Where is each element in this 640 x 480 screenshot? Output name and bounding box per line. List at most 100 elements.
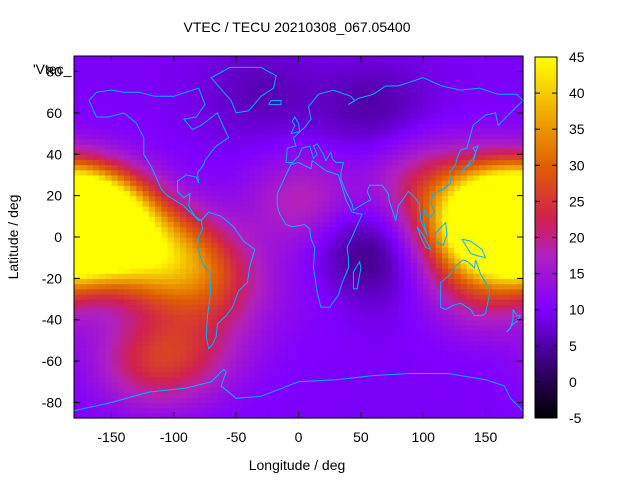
heat-cell-4692 (148, 76, 156, 83)
heat-cell-751 (267, 361, 275, 367)
heat-cell-1281 (429, 324, 437, 331)
heat-cell-4986 (186, 56, 194, 62)
heat-cell-3125 (254, 190, 262, 197)
heat-cell-2880 (74, 205, 81, 212)
heat-cell-2015 (516, 273, 524, 279)
heat-cell-1956 (148, 273, 156, 279)
heat-cell-1528 (173, 304, 181, 310)
heat-cell-4805 (404, 71, 412, 78)
heat-cell-4387 (491, 102, 499, 109)
heat-cell-865 (80, 350, 88, 357)
heat-cell-4698 (186, 76, 194, 83)
heat-cell-1989 (354, 273, 362, 279)
heat-cell-3905 (180, 133, 187, 140)
heat-cell-4559 (217, 87, 225, 93)
heat-cell-3079 (416, 195, 424, 202)
heat-cell-2911 (267, 205, 275, 212)
heat-cell-2723 (441, 221, 449, 228)
heat-cell-3437 (404, 169, 412, 176)
heat-cell-1367 (516, 319, 524, 326)
heat-cell-2167 (117, 257, 125, 264)
heat-cell-4052 (198, 123, 206, 129)
heat-cell-4350 (261, 102, 268, 109)
heat-cell-4764 (148, 71, 156, 78)
heat-cell-4586 (385, 87, 393, 93)
heat-cell-3489 (279, 164, 287, 171)
heat-cell-3361 (379, 174, 387, 181)
heat-cell-4046 (161, 123, 169, 129)
heat-cell-601 (229, 371, 237, 378)
heat-cell-368 (123, 386, 131, 393)
heat-cell-4785 (279, 71, 287, 78)
heat-cell-1205 (404, 330, 412, 336)
heat-cell-1578 (485, 304, 493, 310)
heat-cell-4742 (460, 76, 468, 83)
heat-cell-581 (105, 371, 113, 378)
heat-cell-584 (123, 371, 131, 378)
heat-cell-1963 (192, 273, 200, 279)
heat-cell-641 (479, 371, 487, 378)
heat-cell-484 (398, 381, 406, 388)
heat-cell-3748 (98, 143, 106, 150)
heat-cell-4325 (105, 102, 113, 109)
heat-cell-1397 (254, 314, 262, 321)
heat-cell-1527 (167, 304, 175, 310)
heat-cell-140 (498, 407, 505, 414)
heat-cell-2583 (466, 231, 474, 238)
heat-cell-347 (441, 392, 449, 398)
heat-cell-3357 (354, 174, 362, 181)
heat-cell-3704 (273, 149, 281, 155)
heat-cell-973 (304, 345, 312, 352)
heat-cell-4295 (367, 107, 374, 114)
heat-cell-2688 (223, 221, 231, 228)
heat-cell-1544 (273, 304, 281, 310)
heat-cell-4765 (155, 71, 162, 78)
heat-cell-4615 (117, 81, 125, 88)
heat-cell-1960 (173, 273, 181, 279)
heat-cell-2822 (161, 211, 169, 217)
heat-cell-3145 (379, 190, 387, 197)
heat-cell-1928 (423, 278, 431, 285)
heat-cell-1293 (504, 324, 512, 331)
heat-cell-1539 (242, 304, 250, 310)
heat-cell-2442 (485, 242, 493, 248)
heat-cell-410 (385, 386, 393, 393)
heat-cell-2131 (342, 262, 349, 269)
heat-cell-3436 (398, 169, 406, 176)
heat-cell-1048 (323, 340, 331, 347)
heat-cell-2396 (198, 242, 206, 248)
heat-cell-1795 (491, 288, 499, 295)
heat-cell-3060 (298, 195, 306, 202)
heat-cell-1295 (516, 324, 524, 331)
heat-cell-4718 (310, 76, 318, 83)
heat-cell-3078 (410, 195, 418, 202)
heat-cell-3707 (292, 149, 300, 155)
heat-cell-4688 (123, 76, 131, 83)
heat-cell-4085 (404, 123, 412, 129)
heat-cell-2617 (229, 226, 237, 233)
heat-cell-1719 (466, 293, 474, 300)
heat-cell-4219 (342, 112, 349, 119)
heat-cell-1766 (310, 288, 318, 295)
heat-cell-2899 (192, 205, 200, 212)
heat-cell-4240 (473, 112, 480, 119)
heat-cell-1851 (392, 283, 399, 290)
heat-cell-4965 (504, 61, 512, 67)
heat-cell-3076 (398, 195, 406, 202)
heat-cell-3468 (148, 164, 156, 171)
heat-cell-2475 (242, 237, 250, 243)
heat-cell-4760 (123, 71, 131, 78)
heat-cell-1850 (385, 283, 393, 290)
heat-cell-47 (367, 412, 374, 419)
heat-cell-3670 (510, 154, 518, 161)
heat-cell-124 (398, 407, 406, 414)
heat-cell-4047 (167, 123, 175, 129)
heat-cell-769 (379, 361, 387, 367)
heat-cell-206 (460, 402, 468, 409)
heat-cell-687 (317, 366, 325, 373)
heat-cell-4462 (510, 97, 518, 104)
heat-cell-2623 (267, 226, 275, 233)
heat-cell-3943 (416, 133, 424, 140)
heat-cell-2172 (148, 257, 156, 264)
heat-cell-1422 (410, 314, 418, 321)
